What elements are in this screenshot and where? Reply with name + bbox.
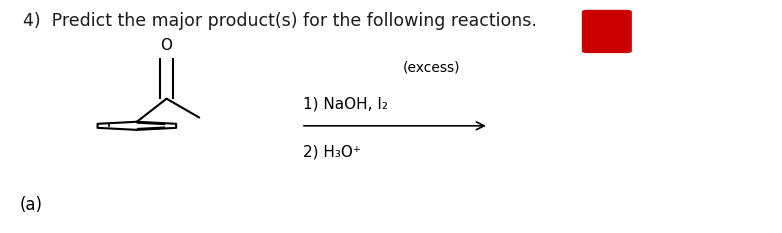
Text: 4)  Predict the major product(s) for the following reactions.: 4) Predict the major product(s) for the … [23, 12, 537, 30]
Text: 1) NaOH, I₂: 1) NaOH, I₂ [303, 97, 389, 112]
FancyBboxPatch shape [582, 10, 632, 53]
Text: 2) H₃O⁺: 2) H₃O⁺ [303, 144, 361, 159]
Text: O: O [160, 38, 173, 53]
Text: (a): (a) [20, 196, 42, 214]
Text: (excess): (excess) [403, 61, 461, 75]
